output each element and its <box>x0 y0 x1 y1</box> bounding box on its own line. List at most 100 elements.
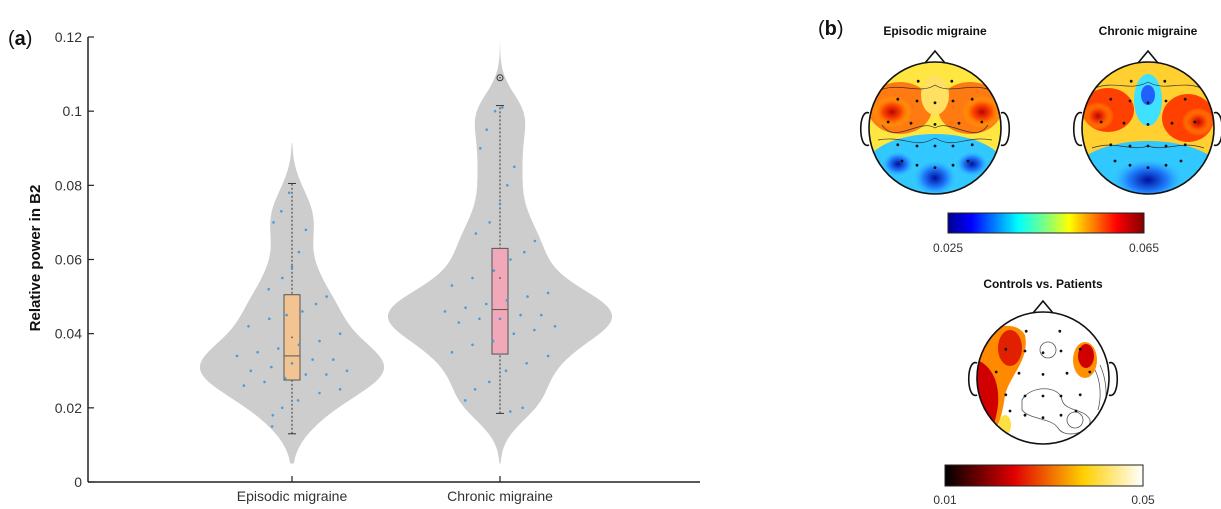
data-point <box>325 373 328 376</box>
data-point <box>478 317 481 321</box>
electrode-dot <box>1146 144 1150 148</box>
data-point <box>546 354 550 358</box>
data-point <box>509 258 512 261</box>
electrode-dot <box>1099 120 1103 124</box>
data-point <box>283 376 287 380</box>
electrode-dot <box>1113 159 1117 163</box>
electrode-dot <box>1146 123 1150 126</box>
electrode-dot <box>951 163 955 167</box>
data-point <box>301 310 304 313</box>
data-point <box>290 265 294 269</box>
data-point <box>525 362 528 365</box>
x-tick-label: Episodic migraine <box>237 488 348 504</box>
data-point <box>277 347 280 350</box>
data-point <box>485 302 488 306</box>
data-point <box>338 332 342 336</box>
data-point <box>474 232 478 235</box>
electrode-dot <box>1004 393 1008 397</box>
data-point <box>498 317 502 321</box>
electrode-dot <box>1164 99 1168 103</box>
data-point <box>268 317 271 321</box>
electrode-dot <box>966 159 970 163</box>
topomap-controls-title: Controls vs. Patients <box>983 277 1103 291</box>
electrode-dot <box>915 99 919 103</box>
topomap-chronic-title: Chronic migraine <box>1099 24 1198 38</box>
electrode-dot <box>1164 144 1168 148</box>
data-point <box>280 406 284 410</box>
electrode-dot <box>896 97 900 101</box>
data-point <box>267 287 271 291</box>
data-point <box>247 325 250 328</box>
data-point <box>523 250 526 254</box>
data-point <box>297 250 301 254</box>
colorbar-hot-max: 0.05 <box>1131 493 1155 507</box>
data-point <box>553 325 557 328</box>
data-point <box>485 128 489 131</box>
electrode-dot <box>933 123 937 126</box>
data-point <box>471 276 474 280</box>
electrode-dot <box>1023 413 1027 417</box>
y-tick-label: 0.12 <box>55 29 82 45</box>
electrode-dot <box>1163 79 1167 83</box>
electrode-dot <box>1129 79 1133 83</box>
x-ticks: Episodic migraine Chronic migraine <box>237 476 553 504</box>
head-outline <box>1081 61 1215 195</box>
topomap-episodic-title: Episodic migraine <box>883 24 987 38</box>
topomap-controls-vs-patients: Controls vs. Patients <box>968 277 1118 445</box>
head-outline <box>868 61 1002 195</box>
data-point <box>505 299 509 302</box>
panel-b-label: (b) <box>818 18 844 40</box>
electrode-dot <box>1128 99 1132 103</box>
data-point <box>521 406 524 410</box>
electrode-dot <box>1183 97 1187 101</box>
violins-layer <box>200 39 612 464</box>
electrode-dot <box>1078 393 1082 397</box>
electrode-dot <box>1058 329 1062 333</box>
electrode-dot <box>1109 143 1113 147</box>
electrode-dot <box>950 79 954 83</box>
electrodes <box>886 79 984 170</box>
axes-layer <box>87 37 700 483</box>
data-point <box>504 369 508 373</box>
data-point <box>473 388 477 391</box>
electrode-dot <box>1088 370 1092 374</box>
electrode-dot <box>1146 101 1150 105</box>
x-tick-label: Chronic migraine <box>447 488 553 504</box>
electrode-dot <box>915 144 919 148</box>
data-point <box>493 109 497 113</box>
nose-icon <box>1032 299 1054 314</box>
electrode-dot <box>1023 349 1027 353</box>
electrode-dot <box>970 143 974 147</box>
electrode-dot <box>916 79 920 83</box>
data-point <box>540 313 543 317</box>
mean-marker <box>291 336 293 339</box>
data-point <box>285 313 288 317</box>
electrode-dot <box>1059 349 1063 353</box>
topomap-chronic: Chronic migraine <box>1073 24 1221 195</box>
electrode-dot <box>1041 416 1045 419</box>
colorbar-jet-min: 0.025 <box>933 241 963 255</box>
colorbar-hot-min: 0.01 <box>933 493 957 507</box>
electrode-dot <box>1109 97 1113 101</box>
electrode-dot <box>886 120 890 124</box>
data-point <box>314 302 318 306</box>
electrode-dot <box>1146 166 1150 170</box>
data-point <box>272 221 275 224</box>
data-point <box>509 410 512 413</box>
electrode-dot <box>933 166 937 170</box>
data-point <box>318 391 321 395</box>
y-tick-label: 0.08 <box>55 177 82 193</box>
points-layer <box>235 106 557 428</box>
data-point <box>338 388 342 391</box>
data-point <box>242 384 246 387</box>
data-point <box>501 106 504 109</box>
data-point <box>256 350 259 354</box>
electrode-dot <box>1065 371 1069 375</box>
y-axis-label: Relative power in B2 <box>27 185 44 332</box>
nose-icon <box>924 49 946 64</box>
electrode-dot <box>1041 351 1045 355</box>
box <box>491 247 509 355</box>
data-point <box>290 362 294 365</box>
data-point <box>450 350 454 354</box>
electrode-dot <box>1193 120 1197 124</box>
